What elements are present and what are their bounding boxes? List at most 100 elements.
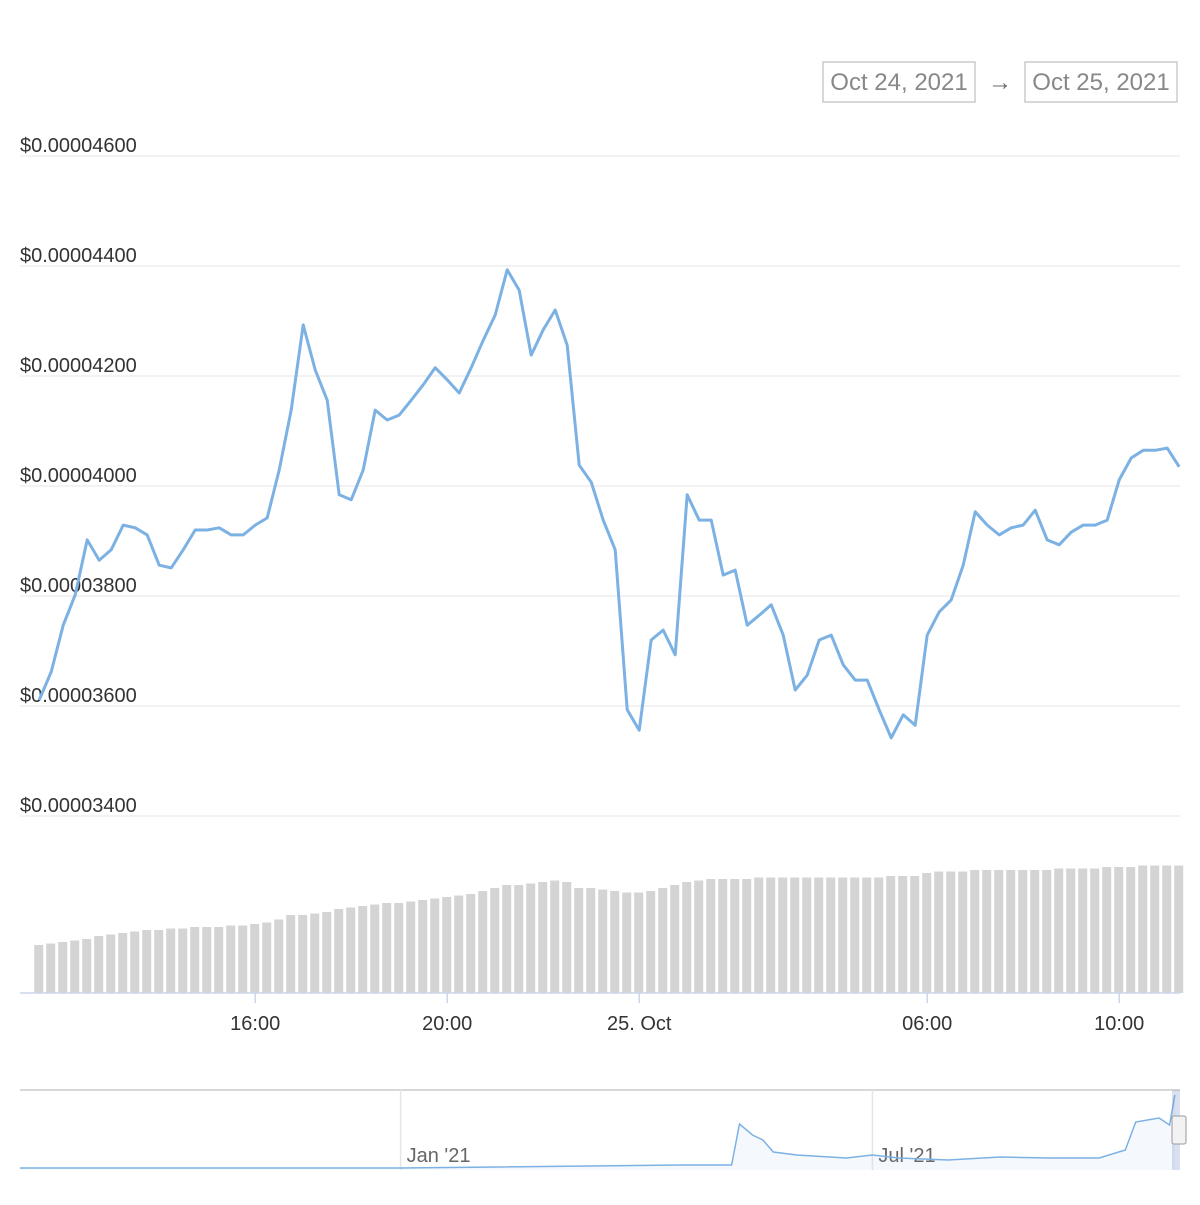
volume-bar	[358, 906, 368, 993]
x-tick-label: 20:00	[422, 1013, 472, 1035]
volume-bar	[70, 940, 80, 993]
date-from-box[interactable]	[822, 61, 976, 103]
volume-bar	[190, 927, 200, 993]
volume-bar	[142, 930, 152, 993]
y-tick-label: $0.00003600	[20, 685, 137, 707]
navigator-handle[interactable]	[1171, 1115, 1187, 1145]
volume-bar	[826, 877, 836, 993]
range-arrow: →	[988, 69, 1012, 96]
volume-bar	[682, 882, 692, 993]
volume-bar	[442, 897, 452, 993]
volume-bar	[634, 892, 644, 993]
date-from[interactable]: Oct 24, 2021	[830, 69, 967, 96]
volume-bar	[178, 928, 188, 993]
volume-bar	[886, 876, 896, 993]
volume-bar	[286, 915, 296, 993]
volume-bar	[94, 936, 104, 993]
volume-bar	[814, 877, 824, 993]
volume-bar	[274, 919, 284, 993]
volume-bar	[382, 903, 392, 993]
volume-bar	[58, 942, 68, 993]
volume-bar	[874, 877, 884, 993]
volume-bar	[934, 871, 944, 993]
volume-bar	[1150, 865, 1160, 993]
x-tick-label: 16:00	[230, 1013, 280, 1035]
volume-bar	[46, 943, 56, 993]
navigator-area	[20, 1095, 1175, 1170]
volume-bar	[1174, 865, 1184, 993]
volume-bar	[562, 882, 572, 993]
volume-bar	[898, 876, 908, 993]
volume-bar	[790, 877, 800, 993]
volume-bar	[1018, 870, 1028, 993]
volume-bar	[370, 904, 380, 993]
volume-bar	[262, 922, 272, 993]
volume-bar	[646, 891, 656, 993]
volume-bar	[130, 931, 140, 993]
volume-bar	[394, 903, 404, 993]
volume-bar	[622, 892, 632, 993]
x-tick-label: 06:00	[902, 1013, 952, 1035]
volume-bar	[34, 945, 44, 993]
volume-bar	[1090, 868, 1100, 993]
y-tick-label: $0.00004000	[20, 465, 137, 487]
volume-bar	[502, 885, 512, 993]
volume-bar	[526, 883, 536, 993]
volume-bar	[922, 873, 932, 993]
volume-bar	[694, 880, 704, 993]
volume-bar	[238, 925, 248, 993]
volume-bar	[754, 877, 764, 993]
volume-bar	[310, 913, 320, 993]
volume-bar	[202, 927, 212, 993]
volume-bar	[454, 895, 464, 993]
price-line	[37, 268, 1181, 740]
volume-bar	[1066, 868, 1076, 993]
volume-bar	[778, 877, 788, 993]
volume-bar	[958, 871, 968, 993]
volume-bar	[478, 891, 488, 993]
volume-bar	[466, 894, 476, 993]
volume-bar	[1006, 870, 1016, 993]
volume-bar	[610, 891, 620, 993]
volume-bar	[1054, 868, 1064, 993]
volume-bar	[982, 870, 992, 993]
volume-bar	[1030, 870, 1040, 993]
volume-bar	[346, 907, 356, 993]
volume-bar	[250, 924, 260, 993]
volume-bar	[226, 925, 236, 993]
volume-bar	[586, 888, 596, 993]
volume-bar	[1042, 870, 1052, 993]
volume-bar	[970, 870, 980, 993]
volume-bar	[1126, 867, 1136, 993]
volume-bar	[910, 876, 920, 993]
volume-bar	[106, 934, 116, 993]
y-tick-label: $0.00003400	[20, 795, 137, 817]
volume-bar	[730, 879, 740, 993]
volume-bar	[406, 901, 416, 993]
volume-bar	[118, 933, 128, 993]
y-tick-label: $0.00004200	[20, 355, 137, 377]
volume-bar	[418, 900, 428, 993]
volume-bar	[802, 877, 812, 993]
y-tick-label: $0.00004400	[20, 245, 137, 267]
date-to[interactable]: Oct 25, 2021	[1032, 69, 1169, 96]
navigator-tick-label: Jul '21	[878, 1145, 935, 1167]
volume-bar	[82, 939, 92, 993]
volume-bar	[862, 877, 872, 993]
volume-bar	[946, 871, 956, 993]
date-to-box[interactable]	[1024, 61, 1178, 103]
navigator-tick-label: Jan '21	[407, 1145, 471, 1167]
y-tick-label: $0.00004600	[20, 135, 137, 157]
x-tick-label: 10:00	[1094, 1013, 1144, 1035]
volume-bar	[214, 927, 224, 993]
volume-bar	[166, 928, 176, 993]
volume-bar	[334, 909, 344, 993]
x-tick-label: 25. Oct	[607, 1013, 672, 1035]
volume-bar	[1078, 868, 1088, 993]
volume-bar	[658, 888, 668, 993]
volume-bar	[742, 879, 752, 993]
volume-bar	[850, 877, 860, 993]
navigator-line	[20, 1094, 1176, 1169]
volume-bar	[706, 879, 716, 993]
